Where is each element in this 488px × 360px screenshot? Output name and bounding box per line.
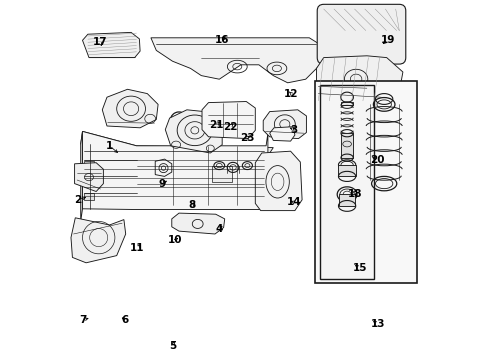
- Polygon shape: [81, 131, 273, 158]
- Polygon shape: [171, 213, 224, 234]
- Text: 1: 1: [106, 141, 113, 151]
- Bar: [314, 81, 416, 283]
- Polygon shape: [269, 127, 294, 141]
- Text: 8: 8: [188, 200, 196, 210]
- Text: 6: 6: [121, 315, 128, 325]
- Polygon shape: [316, 56, 402, 101]
- Text: 4: 4: [215, 224, 223, 234]
- Text: 15: 15: [352, 263, 366, 273]
- Text: 17: 17: [92, 37, 107, 48]
- Text: 12: 12: [284, 89, 298, 99]
- Text: 10: 10: [168, 235, 182, 246]
- Polygon shape: [81, 131, 82, 221]
- Text: 5: 5: [168, 341, 176, 351]
- Polygon shape: [340, 133, 352, 158]
- Polygon shape: [340, 102, 352, 105]
- Text: 16: 16: [215, 35, 229, 45]
- Text: 13: 13: [370, 319, 384, 329]
- Text: 9: 9: [159, 179, 165, 189]
- Polygon shape: [71, 218, 125, 263]
- Text: 19: 19: [380, 35, 394, 45]
- Text: 20: 20: [369, 155, 384, 165]
- Bar: [320, 85, 373, 279]
- Polygon shape: [338, 165, 355, 176]
- Bar: [84, 177, 94, 184]
- Text: 3: 3: [290, 125, 297, 135]
- Text: 7: 7: [80, 315, 87, 325]
- Polygon shape: [339, 194, 354, 206]
- Polygon shape: [75, 163, 103, 192]
- Text: 11: 11: [130, 243, 144, 253]
- Polygon shape: [82, 131, 267, 210]
- Bar: [212, 166, 231, 182]
- Text: 23: 23: [240, 132, 254, 143]
- Text: 14: 14: [286, 197, 301, 207]
- Text: 2: 2: [74, 195, 81, 205]
- Bar: [84, 193, 94, 200]
- Polygon shape: [82, 32, 140, 58]
- Text: 22: 22: [223, 122, 237, 132]
- Polygon shape: [255, 151, 302, 211]
- Polygon shape: [102, 89, 158, 128]
- Text: 21: 21: [209, 120, 223, 130]
- Polygon shape: [151, 38, 323, 83]
- Polygon shape: [155, 159, 171, 176]
- FancyBboxPatch shape: [317, 4, 405, 64]
- Bar: [84, 161, 94, 167]
- Polygon shape: [263, 110, 306, 139]
- Text: 18: 18: [347, 189, 362, 199]
- Polygon shape: [165, 110, 222, 153]
- Polygon shape: [202, 102, 255, 139]
